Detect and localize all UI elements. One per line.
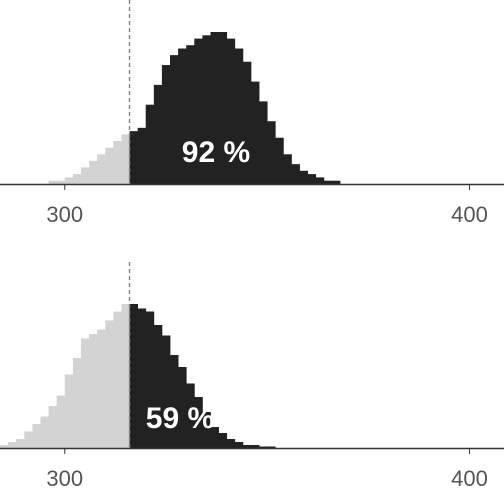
histogram-bar — [105, 320, 114, 448]
histogram-bar — [242, 61, 252, 184]
histogram-bar — [72, 358, 82, 448]
x-axis-ticks: 300 400 — [46, 448, 488, 491]
histogram-bar — [283, 154, 292, 184]
x-axis-ticks: 300 400 — [46, 184, 488, 227]
percent-annotation: 92 % — [182, 136, 250, 169]
histogram-bar — [226, 38, 236, 184]
percent-annotation: 59 % — [146, 402, 214, 435]
histogram-bar — [56, 180, 66, 184]
histogram-bar — [178, 48, 187, 184]
x-tick-label: 300 — [46, 466, 83, 491]
histogram-bar — [129, 304, 139, 448]
histogram-bar — [97, 154, 106, 184]
histogram-bar — [153, 325, 163, 448]
histogram-bar — [97, 329, 106, 448]
histogram-bar — [202, 412, 211, 448]
histogram-bar — [137, 308, 147, 448]
histogram-bar — [218, 32, 228, 184]
histogram-bar — [218, 433, 228, 448]
histogram-bar — [16, 439, 25, 448]
histogram-bar — [32, 424, 41, 448]
histogram-bar — [64, 374, 74, 448]
histogram-bar — [24, 431, 33, 448]
histogram-bar — [161, 335, 171, 448]
histogram-bar — [56, 395, 66, 448]
histogram-bar — [170, 355, 179, 448]
histogram-bar — [267, 446, 276, 448]
x-tick-label: 300 — [46, 202, 83, 227]
histogram-bar — [89, 334, 98, 448]
histogram-bar — [331, 180, 341, 184]
histogram-bar — [40, 416, 49, 448]
histogram-bar — [178, 367, 187, 448]
histogram-bar — [194, 38, 203, 184]
histogram-bar — [113, 311, 122, 448]
x-tick-label: 400 — [451, 466, 488, 491]
histogram-bar — [105, 147, 114, 184]
histogram-bar — [259, 101, 268, 184]
histogram-bar — [307, 174, 317, 184]
histogram-bar — [137, 127, 147, 184]
histogram-bar — [242, 445, 252, 448]
histogram-panel-bottom: 300 400 59 % — [0, 262, 504, 491]
histogram-bar — [145, 104, 155, 184]
histogram-bar — [291, 164, 300, 184]
histogram-bar — [259, 446, 268, 448]
histogram-bar — [145, 311, 155, 448]
histogram-bar — [315, 177, 325, 184]
histogram-bar — [153, 84, 163, 184]
histogram-bar — [186, 383, 195, 448]
x-tick-label: 400 — [451, 202, 488, 227]
histogram-bar — [161, 65, 171, 184]
histogram-bar — [267, 121, 276, 184]
histogram-bar — [80, 167, 90, 184]
histogram-bar — [0, 445, 9, 448]
histogram-bar — [129, 131, 139, 184]
histogram-bar — [210, 427, 219, 448]
histogram-bar — [48, 406, 58, 448]
histogram-bar — [323, 180, 333, 184]
histogram-bars — [0, 304, 276, 448]
histogram-bar — [234, 48, 244, 184]
histogram-bar — [121, 134, 130, 184]
histogram-bar — [80, 338, 90, 448]
histogram-bar — [226, 439, 236, 448]
histogram-bar — [8, 442, 17, 448]
histogram-bar — [121, 304, 130, 448]
histogram-bar — [234, 442, 244, 448]
histogram-bars — [48, 32, 341, 184]
histogram-bar — [194, 397, 203, 448]
histogram-bar — [250, 81, 260, 184]
histogram-bar — [170, 55, 179, 184]
histogram-bar — [275, 137, 284, 184]
histogram-bar — [250, 445, 260, 448]
histogram-bar — [186, 45, 195, 184]
histogram-panel-top: 300 400 92 % — [0, 0, 504, 227]
histogram-bar — [113, 141, 122, 184]
histogram-bar — [202, 35, 211, 184]
histogram-bar — [210, 32, 219, 184]
histogram-bar — [64, 177, 74, 184]
histogram-bar — [48, 180, 58, 184]
histogram-bar — [89, 160, 98, 184]
histogram-bar — [299, 170, 309, 184]
histogram-bar — [72, 174, 82, 184]
